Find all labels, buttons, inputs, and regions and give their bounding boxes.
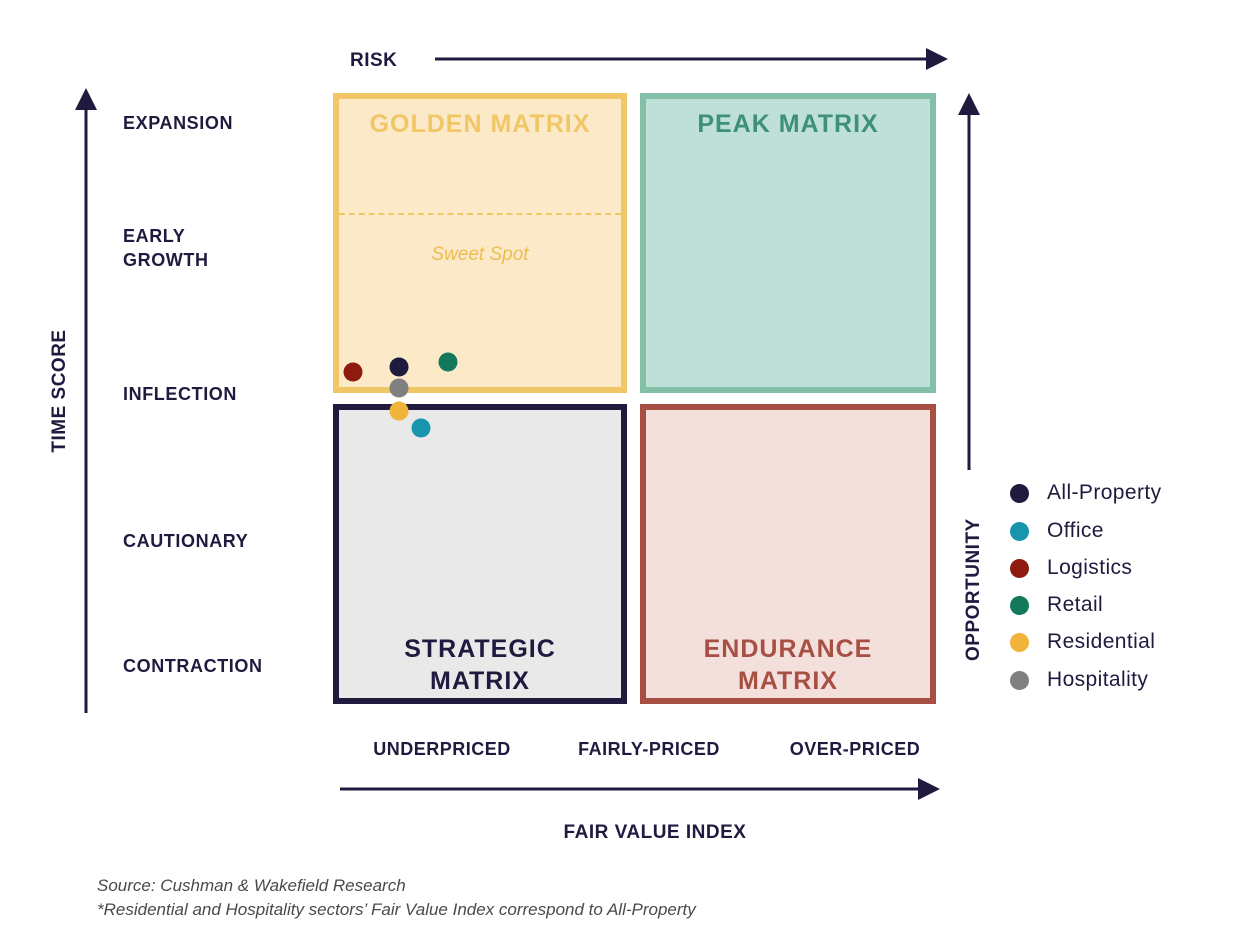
row-label-cautionary: CAUTIONARY bbox=[123, 531, 249, 551]
risk-axis-label: RISK bbox=[350, 50, 398, 71]
legend-item-logistics: Logistics bbox=[1010, 555, 1132, 581]
column-label-fairly-priced: FAIRLY-PRICED bbox=[578, 739, 720, 759]
strategic-matrix-title: STRATEGIC MATRIX bbox=[404, 635, 556, 695]
marker-all-property bbox=[389, 357, 409, 377]
column-label-underpriced: UNDERPRICED bbox=[373, 739, 511, 759]
legend-dot-retail bbox=[1010, 595, 1029, 615]
strategic-matrix-quadrant: STRATEGIC MATRIX bbox=[333, 404, 627, 704]
source-note: Source: Cushman & Wakefield Research bbox=[97, 876, 406, 895]
endurance-matrix-quadrant: ENDURANCE MATRIX bbox=[640, 404, 936, 704]
sweet-spot-divider bbox=[339, 213, 621, 215]
legend-label-residential: Residential bbox=[1047, 630, 1156, 653]
footnote: *Residential and Hospitality sectors’ Fa… bbox=[97, 900, 696, 919]
row-label-expansion: EXPANSION bbox=[123, 113, 234, 133]
peak-matrix-quadrant: PEAK MATRIX bbox=[640, 93, 936, 393]
legend-label-retail: Retail bbox=[1047, 593, 1104, 616]
golden-matrix-title: GOLDEN MATRIX bbox=[369, 110, 591, 138]
risk-arrow bbox=[435, 48, 948, 70]
legend-dot-residential bbox=[1010, 632, 1029, 652]
row-label-inflection: INFLECTION bbox=[123, 384, 237, 404]
fair-value-arrow bbox=[340, 778, 940, 800]
golden-matrix-quadrant: GOLDEN MATRIX Sweet Spot bbox=[333, 93, 627, 393]
column-label-over-priced: OVER-PRICED bbox=[789, 739, 921, 759]
legend-label-hospitality: Hospitality bbox=[1047, 668, 1149, 691]
legend-item-office: Office bbox=[1010, 518, 1104, 544]
time-score-axis-label: TIME SCORE bbox=[49, 329, 70, 453]
legend-label-all-property: All-Property bbox=[1047, 481, 1162, 504]
legend-dot-all-property bbox=[1010, 483, 1029, 503]
legend-label-logistics: Logistics bbox=[1047, 556, 1133, 579]
opportunity-axis-label: OPPORTUNITY bbox=[963, 518, 984, 661]
row-label-contraction: CONTRACTION bbox=[123, 656, 263, 676]
legend-dot-hospitality bbox=[1010, 670, 1029, 690]
legend-item-retail: Retail bbox=[1010, 592, 1103, 618]
legend-item-all-property: All-Property bbox=[1010, 480, 1162, 506]
row-label-early-growth: EARLY GROWTH bbox=[123, 226, 209, 270]
sweet-spot-label: Sweet Spot bbox=[431, 244, 529, 265]
marker-logistics bbox=[343, 362, 363, 382]
endurance-matrix-title: ENDURANCE MATRIX bbox=[703, 635, 873, 695]
legend-item-residential: Residential bbox=[1010, 629, 1155, 655]
time-score-arrow bbox=[75, 88, 97, 713]
peak-matrix-title: PEAK MATRIX bbox=[697, 110, 879, 138]
opportunity-arrow bbox=[958, 93, 980, 470]
marker-residential bbox=[389, 401, 409, 421]
fair-value-axis-label: FAIR VALUE INDEX bbox=[563, 822, 747, 843]
marker-office bbox=[411, 418, 431, 438]
legend-item-hospitality: Hospitality bbox=[1010, 667, 1148, 693]
marker-retail bbox=[438, 352, 458, 372]
legend-label-office: Office bbox=[1047, 519, 1104, 542]
legend-dot-office bbox=[1010, 521, 1029, 541]
marker-hospitality bbox=[389, 378, 409, 398]
legend-dot-logistics bbox=[1010, 558, 1029, 578]
